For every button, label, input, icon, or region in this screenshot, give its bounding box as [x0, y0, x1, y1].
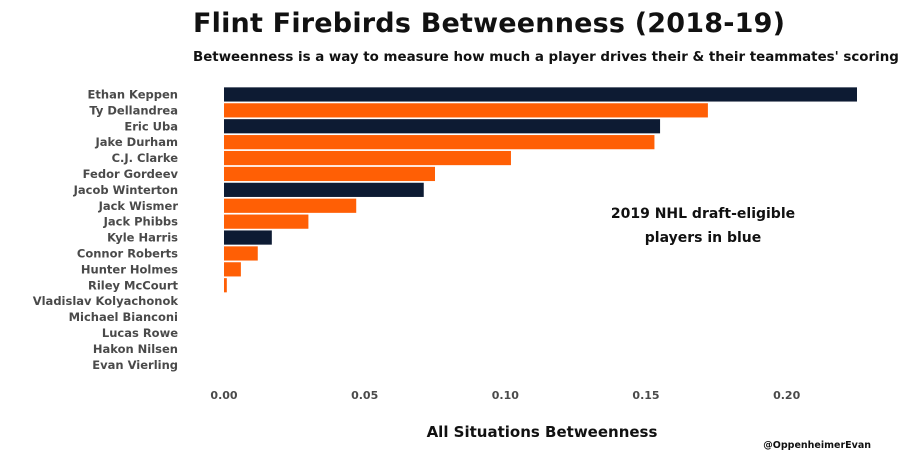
credit-handle: @OppenheimerEvan [763, 440, 871, 451]
y-label-evan-vierling: Evan Vierling [92, 358, 178, 372]
bar-connor-roberts [224, 246, 258, 261]
bar-kyle-harris [224, 230, 272, 245]
x-axis-title: All Situations Betweenness [426, 423, 658, 441]
y-label-kyle-harris: Kyle Harris [107, 231, 178, 245]
bar-hunter-holmes [224, 262, 241, 277]
y-label-ty-dellandrea: Ty Dellandrea [89, 103, 178, 117]
y-label-c-j-clarke: C.J. Clarke [112, 151, 179, 165]
x-tick-label: 0.00 [210, 389, 237, 402]
bar-riley-mccourt [224, 278, 227, 293]
y-label-eric-uba: Eric Uba [124, 119, 178, 133]
y-label-jack-phibbs: Jack Phibbs [103, 215, 179, 229]
y-label-jake-durham: Jake Durham [94, 135, 178, 149]
y-label-riley-mccourt: Riley McCourt [88, 278, 178, 292]
y-label-hunter-holmes: Hunter Holmes [81, 262, 178, 276]
y-label-lucas-rowe: Lucas Rowe [102, 326, 178, 340]
y-label-vladislav-kolyachonok: Vladislav Kolyachonok [33, 294, 179, 308]
x-tick-label: 0.05 [351, 389, 378, 402]
bars-group [224, 87, 857, 293]
y-label-jack-wismer: Jack Wismer [98, 199, 179, 213]
bar-ethan-keppen [224, 87, 857, 102]
bar-c-j-clarke [224, 150, 511, 166]
annotation: 2019 NHL draft-eligible players in blue [600, 202, 806, 250]
bar-jack-phibbs [224, 214, 309, 229]
bar-jake-durham [224, 135, 655, 150]
y-label-michael-bianconi: Michael Bianconi [69, 310, 178, 324]
bar-jacob-winterton [224, 182, 424, 197]
bar-ty-dellandrea [224, 103, 708, 118]
bar-eric-uba [224, 119, 661, 134]
x-axis-ticks: 0.00 0.05 0.10 0.15 0.20 [210, 389, 800, 402]
chart-subtitle: Betweenness is a way to measure how much… [193, 50, 899, 65]
x-tick-label: 0.15 [632, 389, 659, 402]
x-tick-label: 0.10 [492, 389, 519, 402]
y-label-jacob-winterton: Jacob Winterton [73, 183, 178, 197]
y-label-ethan-keppen: Ethan Keppen [88, 87, 178, 101]
bar-fedor-gordeev [224, 166, 435, 182]
bar-jack-wismer [224, 198, 357, 213]
y-label-connor-roberts: Connor Roberts [77, 246, 178, 260]
x-tick-label: 0.20 [773, 389, 800, 402]
y-axis-labels: Ethan Keppen Ty Dellandrea Eric Uba Jake Du… [33, 87, 179, 371]
chart-title: Flint Firebirds Betweenness (2018-19) [193, 8, 786, 39]
y-label-hakon-nilsen: Hakon Nilsen [93, 342, 178, 356]
annotation-line-2: players in blue [644, 230, 762, 246]
y-label-fedor-gordeev: Fedor Gordeev [83, 167, 179, 181]
annotation-line-1: 2019 NHL draft-eligible [610, 206, 796, 222]
